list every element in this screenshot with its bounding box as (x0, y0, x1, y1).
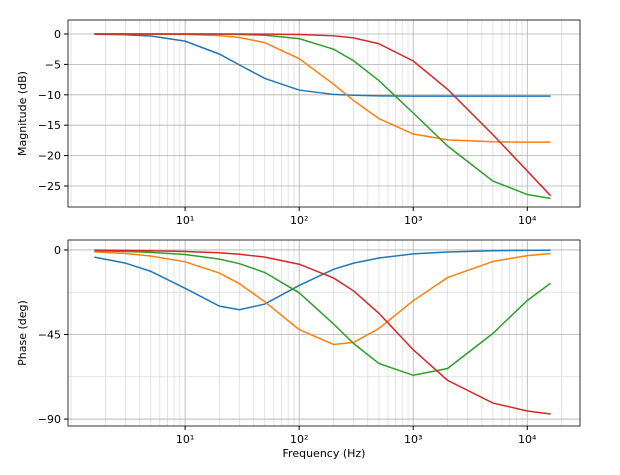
data-line (94, 251, 551, 346)
y-tick-label: −5 (45, 58, 61, 71)
axes-frame (67, 239, 581, 427)
x-axis-label: Frequency (Hz) (283, 447, 366, 460)
y-axis-label: Phase (deg) (16, 300, 29, 366)
data-line (94, 249, 551, 311)
x-tick-label: 10³ (404, 433, 422, 446)
data-line (94, 249, 551, 377)
x-tick-label: 10¹ (176, 214, 194, 227)
x-tick-label: 10⁴ (518, 433, 537, 446)
y-tick-label: −20 (38, 150, 61, 163)
x-tick-label: 10⁴ (518, 214, 537, 227)
y-tick-label: 0 (54, 244, 61, 257)
y-tick-label: −25 (38, 180, 61, 193)
y-tick-label: −10 (38, 89, 61, 102)
axes-frame (67, 19, 581, 208)
x-tick-label: 10¹ (176, 433, 194, 446)
y-tick-label: −90 (38, 413, 61, 426)
y-tick-label: 0 (54, 28, 61, 41)
y-tick-label: −45 (38, 329, 61, 342)
data-line (94, 33, 551, 97)
x-tick-label: 10² (290, 214, 308, 227)
data-line (94, 249, 551, 415)
x-tick-label: 10³ (404, 214, 422, 227)
y-tick-label: −15 (38, 119, 61, 132)
y-axis-label: Magnitude (dB) (16, 71, 29, 156)
data-line (94, 33, 552, 197)
x-tick-label: 10² (290, 433, 308, 446)
